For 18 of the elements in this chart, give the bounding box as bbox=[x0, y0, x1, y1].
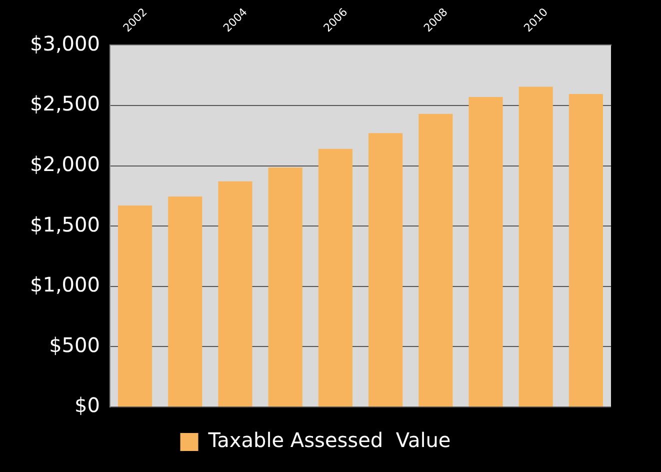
y-tick-label: $500 bbox=[49, 332, 100, 357]
y-tick-label: $0 bbox=[74, 393, 100, 418]
bar bbox=[568, 94, 603, 406]
y-tick-label: $2,500 bbox=[30, 92, 100, 116]
bar bbox=[268, 168, 302, 406]
bar bbox=[218, 181, 252, 406]
bar bbox=[118, 206, 152, 406]
y-tick-label: $2,000 bbox=[30, 152, 100, 176]
y-tick-label: $3,000 bbox=[30, 31, 100, 56]
y-tick-label: $1,500 bbox=[30, 212, 100, 236]
bar bbox=[518, 86, 553, 406]
y-tick-label: $1,000 bbox=[30, 272, 100, 297]
bar bbox=[168, 196, 202, 406]
bar bbox=[318, 148, 352, 406]
bar bbox=[368, 133, 403, 406]
bar bbox=[468, 96, 503, 406]
bar bbox=[418, 114, 453, 406]
legend-label: Taxable Assessed Value bbox=[207, 428, 451, 452]
